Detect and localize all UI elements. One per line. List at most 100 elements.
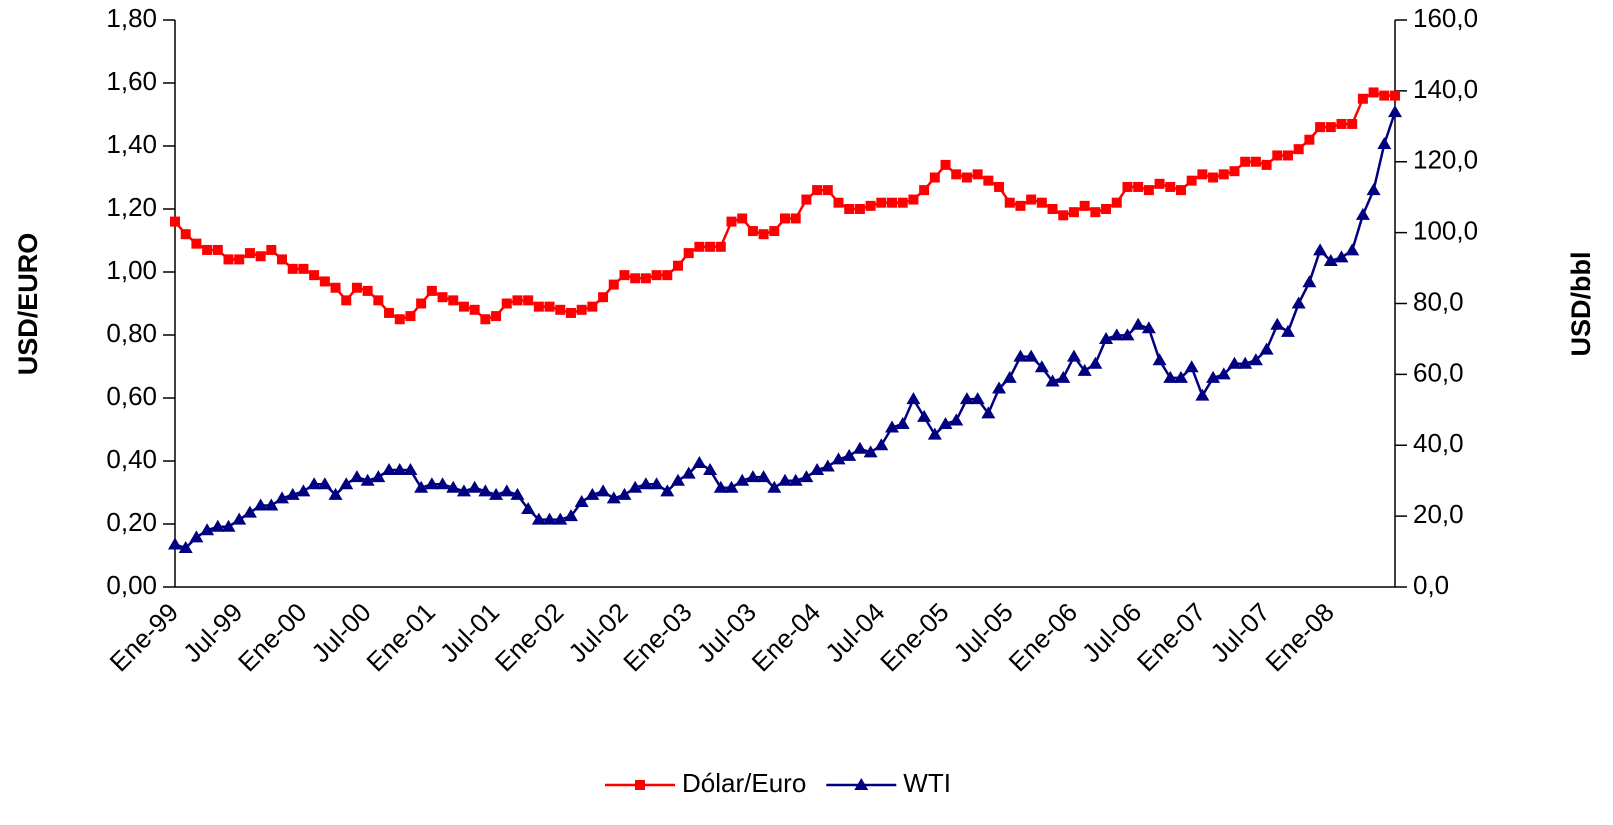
- point: [705, 241, 716, 252]
- point: [1131, 317, 1146, 330]
- y2-tick-label: 140,0: [1413, 74, 1478, 104]
- point: [244, 248, 255, 259]
- point: [523, 295, 534, 306]
- point: [1066, 349, 1081, 362]
- point: [1154, 178, 1165, 189]
- point: [992, 381, 1007, 394]
- point: [563, 509, 578, 522]
- point: [264, 498, 279, 511]
- point: [200, 523, 215, 536]
- point: [1109, 328, 1124, 341]
- point: [351, 282, 362, 293]
- point: [1197, 169, 1208, 180]
- point: [1390, 90, 1400, 101]
- point: [662, 270, 673, 281]
- point: [1024, 349, 1039, 362]
- point: [587, 301, 598, 312]
- point: [1216, 367, 1231, 380]
- point: [339, 477, 354, 490]
- y2-tick-label: 100,0: [1413, 216, 1478, 246]
- point: [1186, 175, 1197, 186]
- point: [951, 169, 962, 180]
- point: [1336, 118, 1347, 129]
- point: [1347, 118, 1358, 129]
- point: [296, 484, 311, 497]
- point: [1090, 207, 1101, 218]
- point: [919, 185, 930, 196]
- y-tick-label: 1,80: [106, 3, 157, 33]
- point: [726, 216, 737, 227]
- point: [694, 241, 705, 252]
- point: [1366, 183, 1381, 196]
- point: [844, 204, 855, 214]
- y2-tick-label: 40,0: [1413, 428, 1464, 458]
- point: [330, 282, 341, 293]
- point: [170, 216, 180, 227]
- point: [735, 473, 750, 486]
- point: [544, 301, 555, 312]
- y-tick-label: 0,00: [106, 570, 157, 600]
- point: [1293, 144, 1304, 155]
- point: [822, 185, 833, 196]
- x-tick-label: Ene-02: [489, 597, 569, 677]
- point: [981, 406, 996, 419]
- point: [234, 254, 245, 265]
- point: [628, 480, 643, 493]
- point: [1184, 360, 1199, 373]
- point: [747, 226, 758, 237]
- point: [1355, 207, 1370, 220]
- point: [189, 530, 204, 543]
- point: [745, 470, 760, 483]
- point: [555, 304, 566, 315]
- point: [202, 244, 213, 255]
- point: [1152, 353, 1167, 366]
- point: [416, 298, 427, 309]
- point: [1173, 370, 1188, 383]
- point: [1163, 370, 1178, 383]
- point: [394, 314, 405, 325]
- point: [1143, 185, 1154, 196]
- point: [1368, 87, 1379, 98]
- point: [983, 175, 994, 186]
- point: [660, 484, 675, 497]
- point: [1208, 172, 1219, 183]
- point: [510, 487, 525, 500]
- point: [1045, 374, 1060, 387]
- point: [758, 229, 769, 240]
- point: [221, 519, 236, 532]
- point: [521, 502, 536, 515]
- point: [232, 512, 247, 525]
- point: [1111, 197, 1122, 208]
- x-tick-label: Ene-04: [746, 597, 826, 677]
- point: [608, 279, 619, 290]
- point: [908, 194, 919, 205]
- point: [812, 185, 823, 196]
- point: [1133, 181, 1144, 192]
- point: [1004, 197, 1015, 208]
- point: [585, 487, 600, 500]
- point: [1068, 207, 1079, 218]
- y-tick-label: 0,80: [106, 318, 157, 348]
- y-tick-label: 0,20: [106, 507, 157, 537]
- point: [307, 477, 322, 490]
- point: [831, 452, 846, 465]
- point: [360, 473, 375, 486]
- point: [833, 197, 844, 208]
- point: [994, 181, 1005, 192]
- point: [553, 512, 568, 525]
- y2-tick-label: 80,0: [1413, 286, 1464, 316]
- point: [328, 487, 343, 500]
- y-tick-label: 1,20: [106, 192, 157, 222]
- point: [512, 295, 523, 306]
- point: [895, 416, 910, 429]
- point: [703, 463, 718, 476]
- point: [1034, 360, 1049, 373]
- point: [692, 455, 707, 468]
- point: [1101, 204, 1112, 214]
- point: [478, 484, 493, 497]
- point: [1238, 356, 1253, 369]
- x-tick-label: Ene-03: [617, 597, 697, 677]
- point: [317, 477, 332, 490]
- point: [801, 194, 812, 205]
- point: [565, 307, 576, 318]
